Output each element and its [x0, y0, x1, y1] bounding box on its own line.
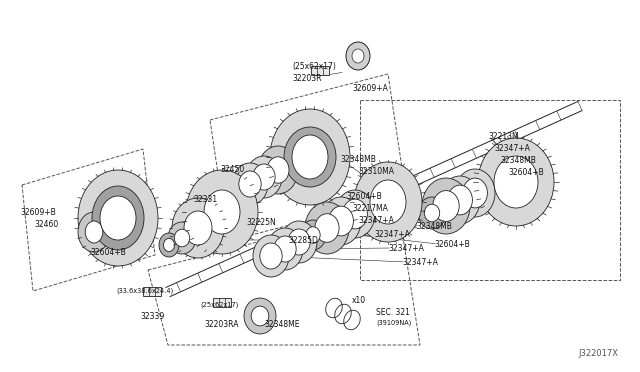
Text: 32604+B: 32604+B [508, 168, 544, 177]
Ellipse shape [300, 220, 326, 250]
Text: 32450: 32450 [220, 165, 244, 174]
Text: 32348MB: 32348MB [340, 155, 376, 164]
Ellipse shape [455, 169, 495, 217]
Text: (39109NA): (39109NA) [376, 320, 412, 327]
Ellipse shape [494, 156, 538, 208]
Ellipse shape [306, 227, 320, 243]
Ellipse shape [440, 176, 480, 224]
Ellipse shape [346, 42, 370, 70]
Ellipse shape [370, 180, 406, 224]
Ellipse shape [253, 164, 275, 190]
Bar [311, 65, 329, 74]
Ellipse shape [251, 306, 269, 326]
Text: SEC. 321: SEC. 321 [376, 308, 410, 317]
Text: x10: x10 [352, 296, 366, 305]
Ellipse shape [174, 229, 189, 247]
Ellipse shape [418, 197, 446, 229]
Text: 32347+A: 32347+A [388, 244, 424, 253]
Ellipse shape [85, 221, 103, 243]
Ellipse shape [305, 202, 349, 254]
Text: 32217MA: 32217MA [352, 204, 388, 213]
Text: (33.6x38.6x24.4): (33.6x38.6x24.4) [116, 288, 173, 295]
Text: (25x62x17): (25x62x17) [292, 62, 336, 71]
Text: 32347+A: 32347+A [374, 230, 410, 239]
Ellipse shape [184, 211, 212, 245]
Ellipse shape [342, 199, 367, 229]
Ellipse shape [274, 236, 296, 262]
Text: 32609+A: 32609+A [352, 84, 388, 93]
Text: 32604+B: 32604+B [90, 248, 125, 257]
Ellipse shape [204, 190, 240, 234]
Ellipse shape [433, 190, 459, 221]
Ellipse shape [321, 197, 361, 245]
Ellipse shape [78, 170, 158, 266]
Text: 32609+B: 32609+B [20, 208, 56, 217]
Ellipse shape [292, 135, 328, 179]
Text: 32347+A: 32347+A [358, 216, 394, 225]
Text: 32331: 32331 [193, 195, 217, 204]
Ellipse shape [281, 221, 317, 263]
Ellipse shape [163, 238, 175, 251]
Ellipse shape [422, 178, 470, 234]
Text: 32213M: 32213M [488, 132, 518, 141]
Ellipse shape [186, 170, 258, 254]
Ellipse shape [260, 243, 282, 269]
Ellipse shape [270, 109, 350, 205]
Ellipse shape [288, 229, 310, 255]
Ellipse shape [239, 171, 261, 197]
Ellipse shape [352, 49, 364, 63]
Text: 32604+B: 32604+B [434, 240, 470, 249]
Ellipse shape [424, 204, 440, 222]
Text: 32348ME: 32348ME [264, 320, 300, 329]
Bar [143, 286, 161, 295]
Text: (25x62x17): (25x62x17) [200, 302, 238, 308]
Ellipse shape [244, 298, 276, 334]
Text: 32347+A: 32347+A [494, 144, 530, 153]
Ellipse shape [288, 131, 332, 183]
Text: 32203RA: 32203RA [204, 320, 239, 329]
Ellipse shape [328, 206, 353, 236]
Text: 32348MB: 32348MB [416, 222, 452, 231]
Text: 32604+B: 32604+B [346, 192, 381, 201]
Text: 32310MA: 32310MA [358, 167, 394, 176]
Ellipse shape [100, 196, 136, 240]
Ellipse shape [232, 163, 268, 205]
Ellipse shape [267, 157, 289, 183]
Ellipse shape [354, 162, 422, 242]
Ellipse shape [463, 178, 488, 208]
Text: 32339: 32339 [140, 312, 164, 321]
Bar [213, 298, 231, 307]
Text: 32203R: 32203R [292, 74, 321, 83]
Ellipse shape [335, 190, 375, 238]
Ellipse shape [284, 127, 336, 187]
Text: 32460: 32460 [34, 220, 58, 229]
Ellipse shape [78, 212, 110, 252]
Ellipse shape [253, 235, 289, 277]
Text: 32285D: 32285D [288, 236, 318, 245]
Ellipse shape [246, 156, 282, 198]
Ellipse shape [92, 186, 144, 250]
Text: 32347+A: 32347+A [402, 258, 438, 267]
Ellipse shape [168, 222, 196, 254]
Ellipse shape [159, 233, 179, 257]
Text: J322017X: J322017X [578, 349, 618, 358]
Ellipse shape [172, 198, 224, 258]
Ellipse shape [267, 228, 303, 270]
Ellipse shape [258, 146, 298, 194]
Text: 32348MB: 32348MB [500, 156, 536, 165]
Ellipse shape [96, 192, 140, 244]
Text: 32225N: 32225N [246, 218, 276, 227]
Ellipse shape [478, 138, 554, 226]
Ellipse shape [447, 185, 472, 215]
Ellipse shape [315, 214, 339, 242]
